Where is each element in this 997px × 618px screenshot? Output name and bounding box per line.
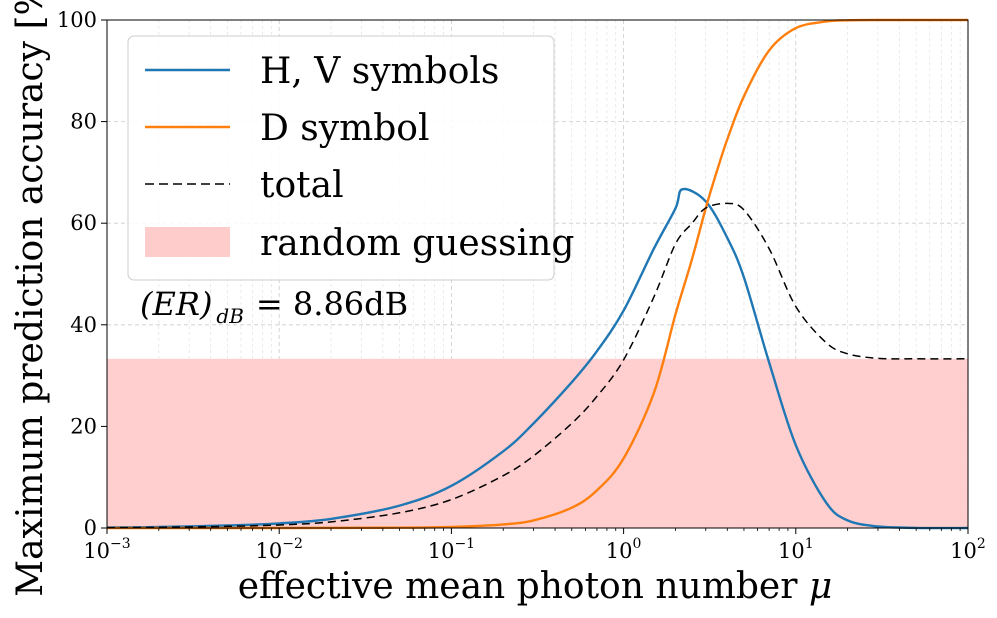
legend-label-d: D symbol: [260, 108, 430, 149]
y-tick-label-0: 0: [84, 516, 97, 540]
legend-label-total: total: [260, 165, 344, 206]
annotation: (ER) dB = 8.86dB: [140, 285, 408, 328]
series-line-2: [106, 202, 969, 529]
x-tick-label-3: 100: [606, 536, 642, 563]
legend-label-hv: H, V symbols: [260, 51, 499, 92]
y-tick-label-1: 20: [70, 414, 97, 438]
annotation-lhs: (ER): [140, 285, 212, 323]
x-axis-label: effective mean photon number μ: [238, 566, 833, 607]
y-tick-label-2: 40: [70, 313, 97, 337]
plot-frame: [106, 19, 969, 529]
x-tick-label-2: 10−1: [428, 536, 475, 563]
x-axis-label-text: effective mean photon number: [238, 566, 798, 607]
y-tick-label-4: 80: [70, 110, 97, 134]
annotation-sub: dB: [216, 304, 244, 328]
y-axis-label: Maximum prediction accuracy [%]: [10, 0, 51, 597]
y-tick-label-3: 60: [70, 211, 97, 235]
y-ticks: 0 20 40 60 80 100: [57, 8, 107, 540]
x-tick-label-4: 101: [778, 536, 814, 563]
x-axis-label-symbol: μ: [809, 566, 832, 607]
y-tick-label-5: 100: [57, 8, 97, 32]
random-guessing-band: [107, 358, 968, 528]
series-line-1: [107, 18, 968, 530]
x-tick-label-5: 102: [950, 536, 986, 563]
x-tick-label-0: 10−3: [83, 536, 130, 563]
legend: H, V symbols D symbol total random guess…: [127, 35, 574, 281]
axes: [106, 19, 969, 529]
series-line-0: [106, 187, 969, 530]
legend-frame: [127, 35, 555, 281]
legend-swatch-random: [145, 227, 230, 257]
x-tick-label-1: 10−2: [256, 536, 303, 563]
series-layer: [106, 18, 969, 530]
annotation-rhs: = 8.86dB: [256, 285, 408, 323]
x-ticks: 10−3 10−2 10−1 100 101 102: [83, 528, 986, 563]
legend-label-random: random guessing: [260, 223, 574, 264]
